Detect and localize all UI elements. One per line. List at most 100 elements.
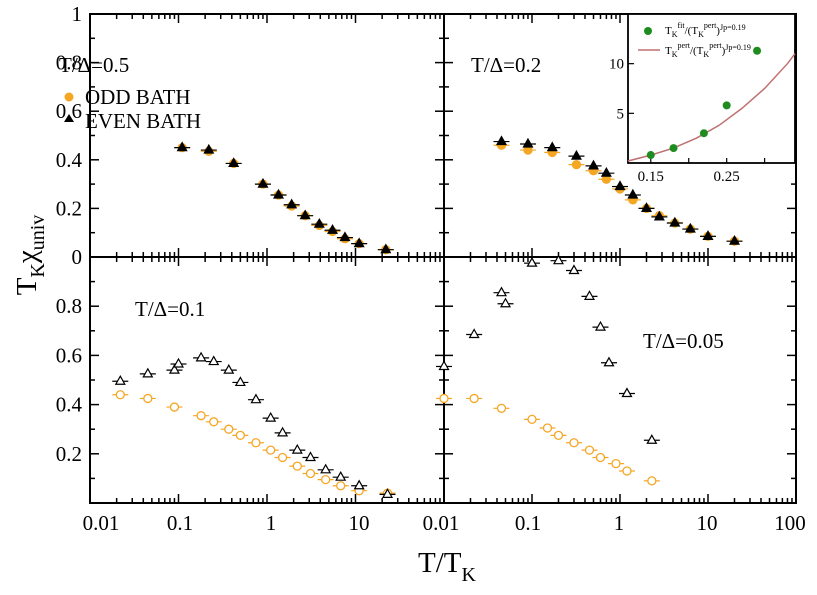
inset-point — [646, 151, 655, 160]
inset-legend-part: K — [672, 50, 678, 59]
panel-label: T/Δ=0.2 — [471, 53, 541, 77]
odd-bath-point — [224, 424, 234, 434]
inset-legend-part: pert — [678, 41, 691, 50]
inset-legend-marker — [644, 27, 652, 35]
even-bath-point — [353, 237, 365, 248]
y-tick-label: 0 — [72, 245, 83, 269]
y-label-chi: χ — [11, 250, 43, 264]
y-tick-label: 0.8 — [56, 51, 82, 75]
even-bath-point — [299, 209, 311, 220]
even-bath-point — [380, 243, 392, 254]
even-bath-point — [228, 157, 240, 168]
odd-bath-point — [209, 417, 219, 427]
odd-bath-point — [305, 468, 316, 479]
inset-point — [699, 129, 708, 138]
odd-bath-point — [571, 160, 582, 170]
even-bath-point — [273, 188, 285, 199]
even-bath-point — [234, 376, 246, 387]
inset-legend-label: TKfit/(TKpert)Jp=0.19 — [665, 21, 746, 39]
inset-legend-part: K — [698, 30, 704, 39]
x-axis-label: T/TK — [418, 547, 477, 586]
even-bath-point — [621, 387, 633, 398]
odd-bath-point — [321, 474, 331, 485]
inset-y-tick-label: 10 — [609, 57, 624, 73]
panel-1: T/Δ=0.5 — [59, 53, 394, 255]
x-label-sub-K: K — [462, 564, 477, 586]
x-tick-label: 0.1 — [515, 511, 541, 535]
even-bath-point — [353, 479, 365, 490]
odd-bath-point — [251, 438, 261, 448]
even-bath-point — [172, 357, 185, 368]
odd-bath-point — [611, 458, 621, 469]
legend-even-marker — [64, 114, 74, 122]
even-bath-point — [570, 149, 582, 160]
inset-legend-part: fit — [678, 21, 686, 30]
panel-2: T/Δ=0.2 — [471, 53, 743, 246]
y-tick-label: 0.6 — [56, 343, 82, 367]
even-bath-point — [614, 180, 626, 191]
inset-point — [669, 144, 678, 153]
even-bath-point — [114, 375, 126, 385]
even-bath-point — [653, 210, 665, 221]
even-bath-point — [286, 198, 298, 209]
even-bath-point — [223, 363, 235, 374]
even-bath-point — [195, 351, 207, 362]
y-tick-label: 0.8 — [56, 294, 82, 318]
x-tick-label: 1 — [614, 511, 625, 535]
even-bath-point — [684, 222, 696, 233]
even-bath-point — [669, 216, 681, 227]
even-bath-point — [468, 328, 480, 339]
even-bath-point — [250, 393, 262, 404]
x-tick-label: 100 — [774, 511, 806, 535]
even-bath-point — [265, 411, 277, 422]
x-tick-label: 10 — [349, 511, 370, 535]
inset-curve — [627, 53, 796, 162]
odd-bath-point — [266, 445, 276, 455]
inset-legend-part: Jp=0.19 — [725, 43, 751, 52]
inset-point — [753, 46, 762, 55]
even-bath-point — [600, 166, 612, 177]
inset-y-tick-label: 5 — [617, 106, 625, 122]
y-axis-label-text: TKχuniv — [11, 215, 49, 296]
even-bath-point — [176, 141, 188, 152]
inset-point — [722, 101, 731, 110]
even-bath-point — [702, 230, 714, 240]
legend-odd-label: ODD BATH — [85, 85, 191, 109]
odd-bath-point — [622, 466, 632, 476]
y-label-sub-K: K — [27, 263, 49, 278]
odd-bath-point — [527, 414, 537, 425]
even-bath-point — [583, 290, 596, 300]
even-bath-point — [728, 234, 741, 245]
odd-bath-point — [169, 402, 180, 412]
y-axis-label: TKχuniv — [11, 215, 49, 296]
even-bath-point — [438, 360, 450, 371]
y-tick-label: 1 — [72, 2, 83, 26]
odd-bath-point — [336, 481, 346, 491]
inset-legend-part: K — [703, 50, 709, 59]
odd-bath-point — [595, 452, 606, 463]
even-bath-point — [257, 177, 269, 188]
even-bath-point — [552, 254, 565, 265]
panel-4: T/Δ=0.05 — [436, 254, 724, 486]
even-bath-point — [594, 320, 607, 331]
even-bath-point — [603, 356, 615, 367]
inset-legend-part: pert — [704, 21, 717, 30]
even-bath-point — [646, 434, 658, 444]
even-bath-point — [203, 143, 215, 154]
y-label-sub-univ: univ — [27, 215, 49, 251]
legend-even-label: EVEN BATH — [85, 109, 201, 133]
panel-3: T/Δ=0.1 — [112, 297, 396, 498]
y-tick-label: 0.4 — [56, 393, 83, 417]
panel-label: T/Δ=0.1 — [135, 297, 205, 321]
x-tick-label: 1 — [266, 511, 277, 535]
odd-bath-point — [143, 393, 153, 404]
inset-legend-part: ) — [716, 25, 720, 37]
inset-legend-part: T — [665, 25, 672, 37]
inset-legend-label: TKpert/(TKpert)Jp=0.19 — [665, 41, 751, 59]
inset: 0.15 0.25510TKfit/(TKpert)Jp=0.19TKpert/(… — [609, 13, 796, 185]
inset-frame — [627, 13, 796, 164]
odd-bath-point — [469, 393, 479, 404]
odd-bath-point — [196, 411, 206, 421]
